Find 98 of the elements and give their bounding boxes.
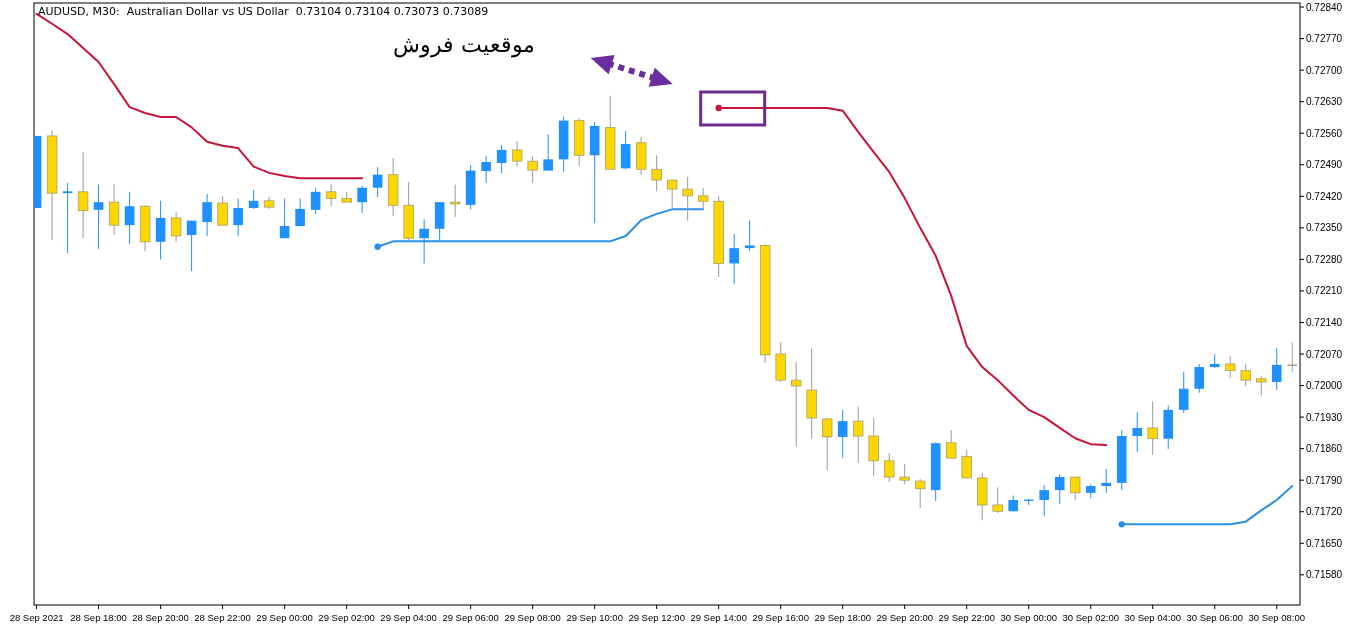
candlestick [946,429,957,459]
candlestick [310,187,321,215]
annotation: موقعیت فروش [393,32,535,58]
candlestick [108,183,120,236]
candlestick [155,200,166,260]
candlestick [93,184,104,250]
y-tick-label: 0.72280 [1306,253,1343,265]
candlestick [992,486,1003,514]
point [715,104,722,112]
candlestick [124,191,135,245]
candlestick [1054,473,1065,505]
candlestick [279,198,290,239]
y-tick-label: 0.72000 [1306,380,1343,392]
candlestick [1178,371,1189,414]
candlestick [496,144,507,174]
y-tick-label: 0.71790 [1306,474,1343,486]
y-tick-label: 0.71720 [1306,506,1343,518]
candlestick [511,140,523,167]
candlestick [682,176,693,222]
candlestick [821,418,833,471]
x-tick-label: 29 Sep 12:00 [628,612,685,623]
y-tick-label: 0.71930 [1306,411,1343,423]
y-tick-label: 0.72420 [1306,190,1343,202]
candlestick [325,183,337,207]
candlestick [1256,375,1267,396]
candlestick [372,166,383,198]
y-tick-label: 0.72840 [1306,1,1343,13]
y-tick-label: 0.71580 [1306,569,1343,581]
candlestick [357,185,367,214]
y-tick-label: 0.72770 [1306,33,1343,45]
x-tick-label: 29 Sep 02:00 [318,612,375,623]
candlestick [744,220,755,252]
candlestick [651,154,662,192]
y-tick-label: 0.72700 [1306,64,1343,76]
y-tick-label: 0.72350 [1306,222,1343,234]
candlestick [233,198,243,237]
x-tick-label: 29 Sep 10:00 [566,612,623,623]
candlestick [217,195,228,226]
candlestick [837,409,848,459]
x-tick-label: 28 Sep 20:00 [132,612,189,623]
candlestick [419,218,429,264]
candlestick [186,220,197,272]
x-tick-label: 29 Sep 20:00 [876,612,933,623]
x-tick-label: 30 Sep 06:00 [1186,612,1243,623]
x-tick-label: 28 Sep 22:00 [194,612,251,623]
candlestick [1147,400,1158,456]
candlestick [914,478,926,509]
candlestick [77,151,89,239]
x-tick-label: 29 Sep 08:00 [504,612,561,623]
x-tick-label: 28 Sep 2021 [9,612,64,623]
candlestick [170,211,182,243]
candlestick [295,198,305,227]
y-tick-label: 0.72140 [1306,316,1343,328]
x-tick-label: 28 Sep 18:00 [70,612,127,623]
y-tick-label: 0.72210 [1306,285,1343,297]
x-tick-label: 29 Sep 18:00 [814,612,871,623]
candlestick [883,452,895,483]
candlestick [852,406,864,464]
point [374,243,381,250]
x-tick-label: 29 Sep 16:00 [752,612,809,623]
x-tick-label: 30 Sep 00:00 [1000,612,1057,623]
x-tick-label: 30 Sep 02:00 [1062,612,1119,623]
candlestick [1271,347,1282,391]
x-tick-label: 29 Sep 22:00 [938,612,995,623]
candlestick [1070,476,1081,501]
candlestick [248,189,259,210]
y-tick-label: 0.72630 [1306,96,1343,108]
candlestick [899,463,910,485]
y-tick-label: 0.72070 [1306,348,1343,360]
candlestick [697,187,709,211]
x-tick-label: 29 Sep 14:00 [690,612,747,623]
x-tick-label: 29 Sep 04:00 [380,612,437,623]
x-tick-label: 29 Sep 06:00 [442,612,499,623]
candlestick [1101,468,1112,494]
x-tick-label: 30 Sep 04:00 [1124,612,1181,623]
candlestick [449,184,461,218]
x-tick-label: 30 Sep 08:00 [1248,612,1306,623]
candlestick [1240,363,1251,387]
x-tick-label: 29 Sep 00:00 [256,612,313,623]
candlestick [527,155,538,184]
candlestick [1132,411,1143,453]
candlestick [666,179,678,210]
y-tick-label: 0.71860 [1306,443,1343,455]
y-tick-label: 0.72560 [1306,127,1343,139]
y-tick-label: 0.71650 [1306,537,1343,549]
candlestick [790,361,802,448]
candlestick [1194,363,1205,394]
candlestick [1039,484,1050,517]
candlestick [202,193,212,237]
candlestick [543,133,553,172]
candlestick [1225,355,1236,379]
chart-title: AUDUSD, M30: Australian Dollar vs US Dollar 0.73104 0.73104 0.73073 0.73089 [38,5,489,18]
y-tick-label: 0.72490 [1306,159,1343,171]
candlestick [62,182,73,254]
candlestick [961,449,972,479]
candlestick [481,155,491,184]
candlestick [729,233,739,285]
point [1118,521,1125,528]
